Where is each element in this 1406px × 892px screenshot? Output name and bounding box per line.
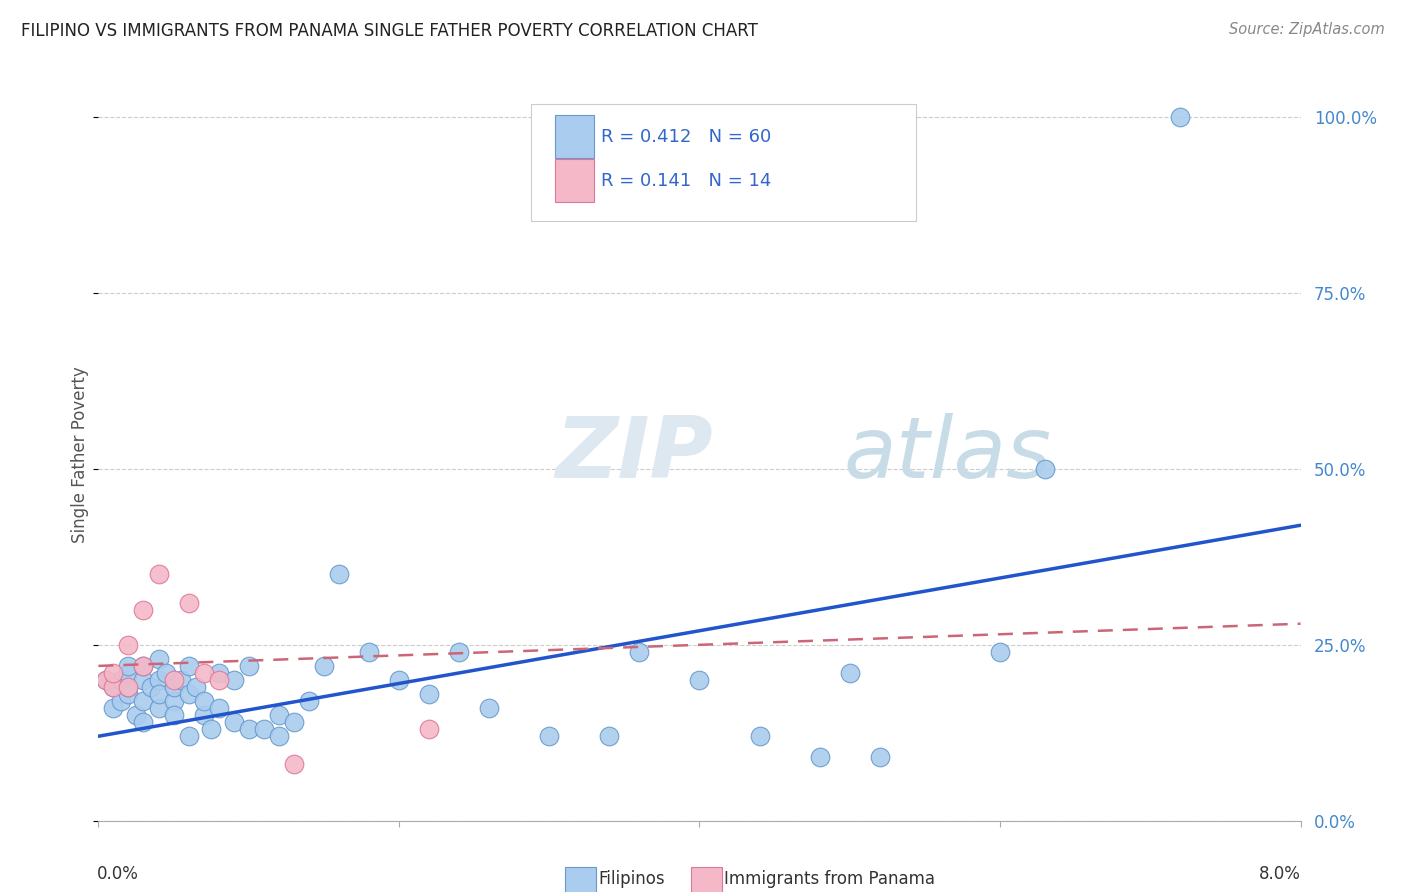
Point bbox=[253, 723, 276, 737]
Point bbox=[357, 645, 380, 659]
Point bbox=[132, 715, 155, 730]
Point bbox=[184, 680, 207, 694]
Point bbox=[598, 729, 620, 743]
Text: R = 0.412   N = 60: R = 0.412 N = 60 bbox=[600, 128, 770, 145]
FancyBboxPatch shape bbox=[531, 103, 915, 221]
Point bbox=[200, 723, 222, 737]
Text: 0.0%: 0.0% bbox=[97, 864, 139, 882]
Point bbox=[148, 673, 170, 687]
Point bbox=[94, 673, 117, 687]
Point bbox=[103, 680, 125, 694]
Point bbox=[689, 673, 711, 687]
Point bbox=[283, 757, 305, 772]
Point bbox=[132, 659, 155, 673]
Point bbox=[267, 708, 290, 723]
Point bbox=[238, 659, 260, 673]
Point bbox=[162, 680, 184, 694]
Point bbox=[538, 729, 561, 743]
Point bbox=[328, 567, 350, 582]
Point bbox=[177, 659, 200, 673]
Text: 8.0%: 8.0% bbox=[1258, 864, 1301, 882]
Text: FILIPINO VS IMMIGRANTS FROM PANAMA SINGLE FATHER POVERTY CORRELATION CHART: FILIPINO VS IMMIGRANTS FROM PANAMA SINGL… bbox=[21, 22, 758, 40]
Point bbox=[869, 750, 891, 764]
Point bbox=[162, 708, 184, 723]
Text: atlas: atlas bbox=[844, 413, 1052, 497]
Point bbox=[132, 659, 155, 673]
Point bbox=[838, 665, 860, 680]
Point bbox=[117, 680, 139, 694]
Point bbox=[298, 694, 321, 708]
Text: ZIP: ZIP bbox=[555, 413, 713, 497]
Point bbox=[748, 729, 770, 743]
Point bbox=[988, 645, 1011, 659]
Point bbox=[110, 673, 132, 687]
Point bbox=[125, 708, 148, 723]
Point bbox=[117, 638, 139, 652]
Point bbox=[117, 680, 139, 694]
Point bbox=[1168, 111, 1191, 125]
Point bbox=[103, 701, 125, 715]
Point bbox=[1033, 462, 1056, 476]
Point bbox=[222, 715, 245, 730]
Point bbox=[170, 673, 193, 687]
Point bbox=[808, 750, 831, 764]
Point bbox=[117, 687, 139, 701]
Text: Filipinos: Filipinos bbox=[599, 871, 665, 888]
Point bbox=[193, 694, 215, 708]
Point bbox=[177, 729, 200, 743]
Point bbox=[94, 673, 117, 687]
Point bbox=[132, 673, 155, 687]
Point bbox=[132, 694, 155, 708]
Point bbox=[177, 596, 200, 610]
Point bbox=[628, 645, 651, 659]
Point bbox=[103, 665, 125, 680]
Point bbox=[418, 723, 440, 737]
Point bbox=[238, 723, 260, 737]
Point bbox=[193, 665, 215, 680]
Point bbox=[418, 687, 440, 701]
FancyBboxPatch shape bbox=[692, 867, 723, 892]
Point bbox=[162, 694, 184, 708]
Point bbox=[117, 665, 139, 680]
FancyBboxPatch shape bbox=[555, 159, 593, 202]
Point bbox=[312, 659, 335, 673]
Point bbox=[208, 665, 231, 680]
Point bbox=[132, 602, 155, 616]
Point bbox=[155, 665, 177, 680]
Y-axis label: Single Father Poverty: Single Father Poverty bbox=[72, 367, 90, 543]
Point bbox=[222, 673, 245, 687]
Point bbox=[148, 701, 170, 715]
Point bbox=[139, 680, 162, 694]
Point bbox=[267, 729, 290, 743]
Text: Immigrants from Panama: Immigrants from Panama bbox=[724, 871, 935, 888]
FancyBboxPatch shape bbox=[565, 867, 596, 892]
Point bbox=[208, 701, 231, 715]
Point bbox=[388, 673, 411, 687]
Point bbox=[117, 659, 139, 673]
Point bbox=[447, 645, 470, 659]
Point bbox=[162, 673, 184, 687]
Point bbox=[148, 652, 170, 666]
Point bbox=[283, 715, 305, 730]
Point bbox=[103, 680, 125, 694]
Point bbox=[110, 694, 132, 708]
Text: Source: ZipAtlas.com: Source: ZipAtlas.com bbox=[1229, 22, 1385, 37]
Point bbox=[208, 673, 231, 687]
Point bbox=[478, 701, 501, 715]
Point bbox=[148, 567, 170, 582]
Point bbox=[148, 687, 170, 701]
Point bbox=[177, 687, 200, 701]
Point bbox=[193, 708, 215, 723]
FancyBboxPatch shape bbox=[555, 115, 593, 158]
Text: R = 0.141   N = 14: R = 0.141 N = 14 bbox=[600, 171, 772, 190]
